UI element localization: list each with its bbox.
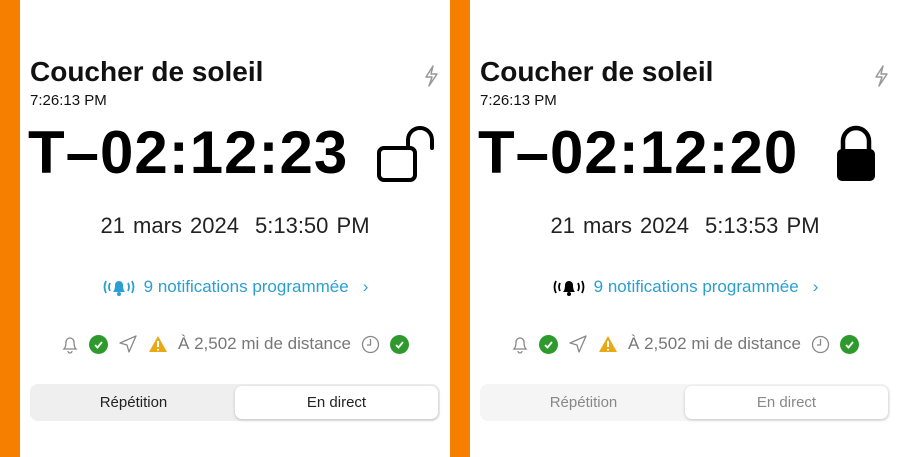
clock-icon bbox=[811, 335, 830, 353]
check-icon bbox=[89, 334, 109, 354]
bell-ringing-icon bbox=[553, 280, 585, 296]
notifications-link[interactable]: 9 notifications programmée › bbox=[20, 277, 450, 297]
chevron-right-icon: › bbox=[812, 277, 819, 296]
mode-segmented-control: Répétition En direct bbox=[30, 384, 440, 421]
mode-segmented-control: Répétition En direct bbox=[480, 384, 890, 421]
date: 21 mars 2024 bbox=[550, 213, 689, 238]
notifications-label: 9 notifications programmée bbox=[143, 277, 349, 296]
status-row: À 2,502 mi de distance bbox=[470, 334, 900, 354]
date-line: 21 mars 2024 5:13:53 PM bbox=[470, 213, 900, 239]
location-arrow-icon bbox=[119, 335, 137, 353]
check-icon bbox=[389, 334, 409, 354]
bolt-icon[interactable] bbox=[872, 64, 890, 88]
bell-ringing-icon bbox=[103, 280, 135, 296]
panel-locked: Coucher de soleil 7:26:13 PM T–02:12:20 … bbox=[450, 0, 900, 457]
event-time: 7:26:13 PM bbox=[30, 92, 107, 109]
accent-bar bbox=[0, 0, 20, 457]
clock-icon bbox=[361, 335, 380, 353]
distance: À 2,502 mi de distance bbox=[628, 334, 801, 353]
event-title: Coucher de soleil bbox=[30, 56, 264, 87]
accent-bar bbox=[450, 0, 470, 457]
date: 21 mars 2024 bbox=[100, 213, 239, 238]
lock-closed-icon[interactable] bbox=[826, 124, 886, 184]
location-arrow-icon bbox=[569, 335, 587, 353]
warning-icon bbox=[149, 336, 168, 352]
check-icon bbox=[839, 334, 859, 354]
notifications-link[interactable]: 9 notifications programmée › bbox=[470, 277, 900, 297]
countdown: T–02:12:20 bbox=[478, 119, 799, 186]
bolt-icon[interactable] bbox=[422, 64, 440, 88]
date-line: 21 mars 2024 5:13:50 PM bbox=[20, 213, 450, 239]
status-row: À 2,502 mi de distance bbox=[20, 334, 450, 354]
event-title: Coucher de soleil bbox=[480, 56, 714, 87]
warning-icon bbox=[599, 336, 618, 352]
notifications-label: 9 notifications programmée bbox=[593, 277, 799, 296]
segment-repetition[interactable]: Répétition bbox=[549, 394, 618, 411]
bell-icon bbox=[62, 337, 78, 354]
panel-unlocked: Coucher de soleil 7:26:13 PM T–02:12:23 … bbox=[0, 0, 450, 457]
segment-live[interactable]: En direct bbox=[685, 386, 888, 419]
segment-live[interactable]: En direct bbox=[235, 386, 438, 419]
check-icon bbox=[539, 334, 559, 354]
lock-open-icon[interactable] bbox=[376, 124, 436, 184]
countdown: T–02:12:23 bbox=[28, 119, 349, 186]
clock: 5:13:50 PM bbox=[255, 213, 370, 238]
distance: À 2,502 mi de distance bbox=[178, 334, 351, 353]
event-time: 7:26:13 PM bbox=[480, 92, 557, 109]
segment-repetition[interactable]: Répétition bbox=[99, 394, 168, 411]
bell-icon bbox=[512, 337, 528, 354]
clock: 5:13:53 PM bbox=[705, 213, 820, 238]
chevron-right-icon: › bbox=[362, 277, 369, 296]
